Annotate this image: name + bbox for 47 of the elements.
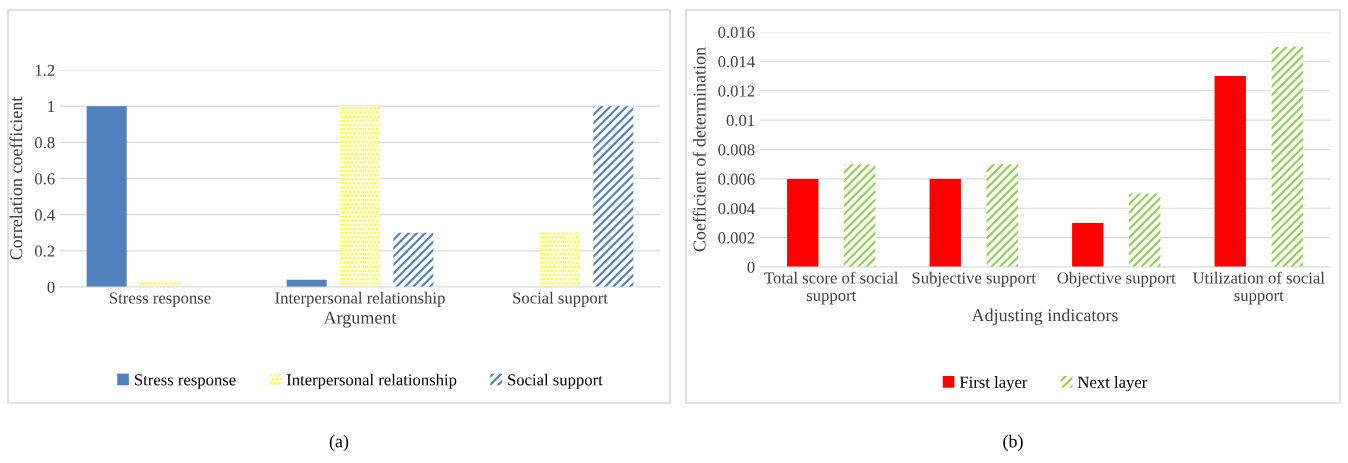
x-axis-title: Argument	[323, 311, 397, 328]
legend-label: First layer	[959, 376, 1028, 392]
x-tick-label: Utilization of social support	[1192, 271, 1325, 305]
bar	[1271, 46, 1303, 267]
x-axis-title: Adjusting indicators	[971, 308, 1118, 325]
y-tick-label: 0.6	[34, 173, 55, 185]
bar	[1129, 193, 1161, 267]
legend-label: Interpersonal relationship	[286, 373, 457, 389]
bar	[787, 178, 819, 267]
bar	[593, 106, 634, 287]
y-axis-title: Coefficient of determination	[692, 47, 706, 252]
y-tick-label: 0.012	[718, 85, 755, 97]
x-tick-label: Stress response	[109, 292, 211, 307]
text: (a)	[329, 434, 349, 452]
y-tick-label: 0.01	[726, 114, 755, 127]
bar	[540, 232, 580, 287]
y-tick-label: 0.8	[34, 137, 55, 149]
y-tick-label: 0.2	[34, 245, 55, 257]
y-tick-label: 0	[47, 281, 55, 293]
y-tick-label: 0.016	[718, 26, 755, 39]
y-tick-label: 0.004	[718, 202, 755, 215]
bar	[340, 106, 380, 287]
y-tick-label: 0.002	[718, 232, 755, 244]
x-tick-label: Total score of social support	[764, 271, 899, 305]
legend-label: Stress response	[134, 374, 236, 389]
bar	[86, 106, 127, 287]
text: (b)	[1003, 434, 1023, 452]
y-tick-label: 0.014	[718, 56, 755, 68]
y-axis-title: Correlation coefficient	[9, 96, 23, 260]
bar	[929, 178, 961, 267]
bar	[1072, 222, 1104, 267]
y-tick-label: 0.006	[718, 173, 755, 185]
x-tick-label: Objective support	[1057, 271, 1176, 287]
bar	[393, 232, 434, 287]
y-tick-label: 0.008	[718, 144, 755, 156]
x-tick-label: Interpersonal relationship	[275, 291, 445, 307]
y-tick-label: 1	[48, 100, 55, 112]
legend-label: Social support	[508, 373, 603, 389]
x-tick-label: Subjective support	[912, 271, 1036, 287]
y-tick-label: 0.4	[34, 209, 55, 221]
x-tick-label: Social support	[513, 291, 608, 307]
bar	[844, 164, 876, 267]
y-tick-label: 0	[747, 261, 755, 273]
legend-label: Next layer	[1077, 376, 1148, 392]
y-tick-label: 1.2	[35, 64, 55, 77]
bar	[986, 164, 1018, 267]
bar	[1214, 76, 1246, 267]
